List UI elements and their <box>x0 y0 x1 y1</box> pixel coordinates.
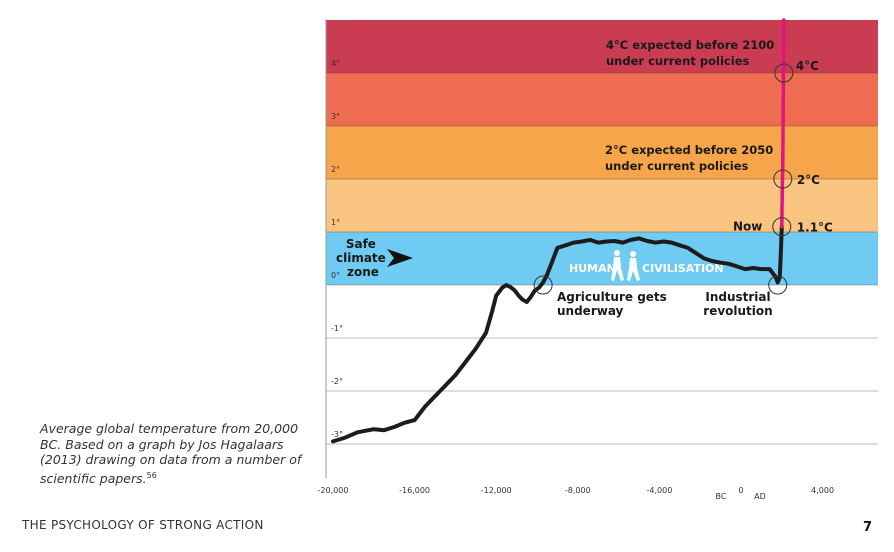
marker-label-4c: 4°C <box>796 59 819 73</box>
agriculture-label: Agriculture gets underway <box>557 290 667 318</box>
x-tick-label: -20,000 <box>318 486 349 495</box>
safe-zone-label: Safe climate zone <box>336 237 390 279</box>
marker-label-2c: 2°C <box>797 173 820 187</box>
figure-caption: Average global temperature from 20,000 B… <box>40 421 312 486</box>
x-axis-ticks: -20,000 -16,000 -12,000 -8,000 -4,000 0 4,000 <box>318 486 834 495</box>
x-tick-label: -8,000 <box>565 486 591 495</box>
band-1 <box>326 73 878 126</box>
x-tick-label: -4,000 <box>647 486 673 495</box>
marker-circle-3 <box>773 169 793 189</box>
x-tick-label: -12,000 <box>481 486 512 495</box>
human-label: HUMAN <box>569 262 616 275</box>
y-tick-label: -2° <box>331 377 343 386</box>
y-tick-label: 1° <box>331 218 340 227</box>
x-tick-label: 0 <box>738 486 743 495</box>
arrow-right-icon <box>387 249 413 267</box>
y-tick-label: 4° <box>331 59 340 68</box>
annotation-4c-policy: 4°C expected before 2100 under current p… <box>606 38 778 68</box>
x-tick-label: 4,000 <box>811 486 834 495</box>
marker-circle-4 <box>774 63 794 83</box>
era-label-ad: AD <box>754 492 766 501</box>
y-tick-label: -3° <box>331 430 343 439</box>
temperature-line-0 <box>331 224 784 444</box>
y-tick-label: 2° <box>331 165 340 174</box>
y-tick-label: 3° <box>331 112 340 121</box>
marker-circle-2 <box>772 217 792 237</box>
now-label: Now <box>733 220 762 234</box>
marker-label-1-1c: 1.1°C <box>797 221 833 235</box>
gridlines <box>325 19 878 478</box>
projection-line <box>780 18 786 229</box>
y-axis-ticks: 4° 3° 2° 1° 0° -1° -2° -3° <box>331 59 343 439</box>
band-2 <box>326 126 878 179</box>
y-tick-label: -1° <box>331 324 343 333</box>
band-3 <box>326 179 878 232</box>
y-tick-label: 0° <box>331 271 340 280</box>
footer-title: THE PSYCHOLOGY OF STRONG ACTION <box>22 518 264 532</box>
footnote-ref: 56 <box>146 470 157 480</box>
caption-text: Average global temperature from 20,000 B… <box>40 421 302 486</box>
marker-circle-1 <box>768 275 788 295</box>
walking-people-icon <box>611 250 640 281</box>
x-tick-label: -16,000 <box>399 486 430 495</box>
annotation-2c-policy: 2°C expected before 2050 under current p… <box>605 143 777 173</box>
marker-circle-0 <box>533 275 553 295</box>
era-label-bc: BC <box>716 492 727 501</box>
industrial-label: Industrial revolution <box>703 290 772 318</box>
data-series <box>331 18 786 444</box>
civilisation-label: CIVILISATION <box>642 262 724 275</box>
chart-markers: Agriculture gets underway Industrial revolu… <box>533 59 833 318</box>
page-number: 7 <box>862 520 872 535</box>
